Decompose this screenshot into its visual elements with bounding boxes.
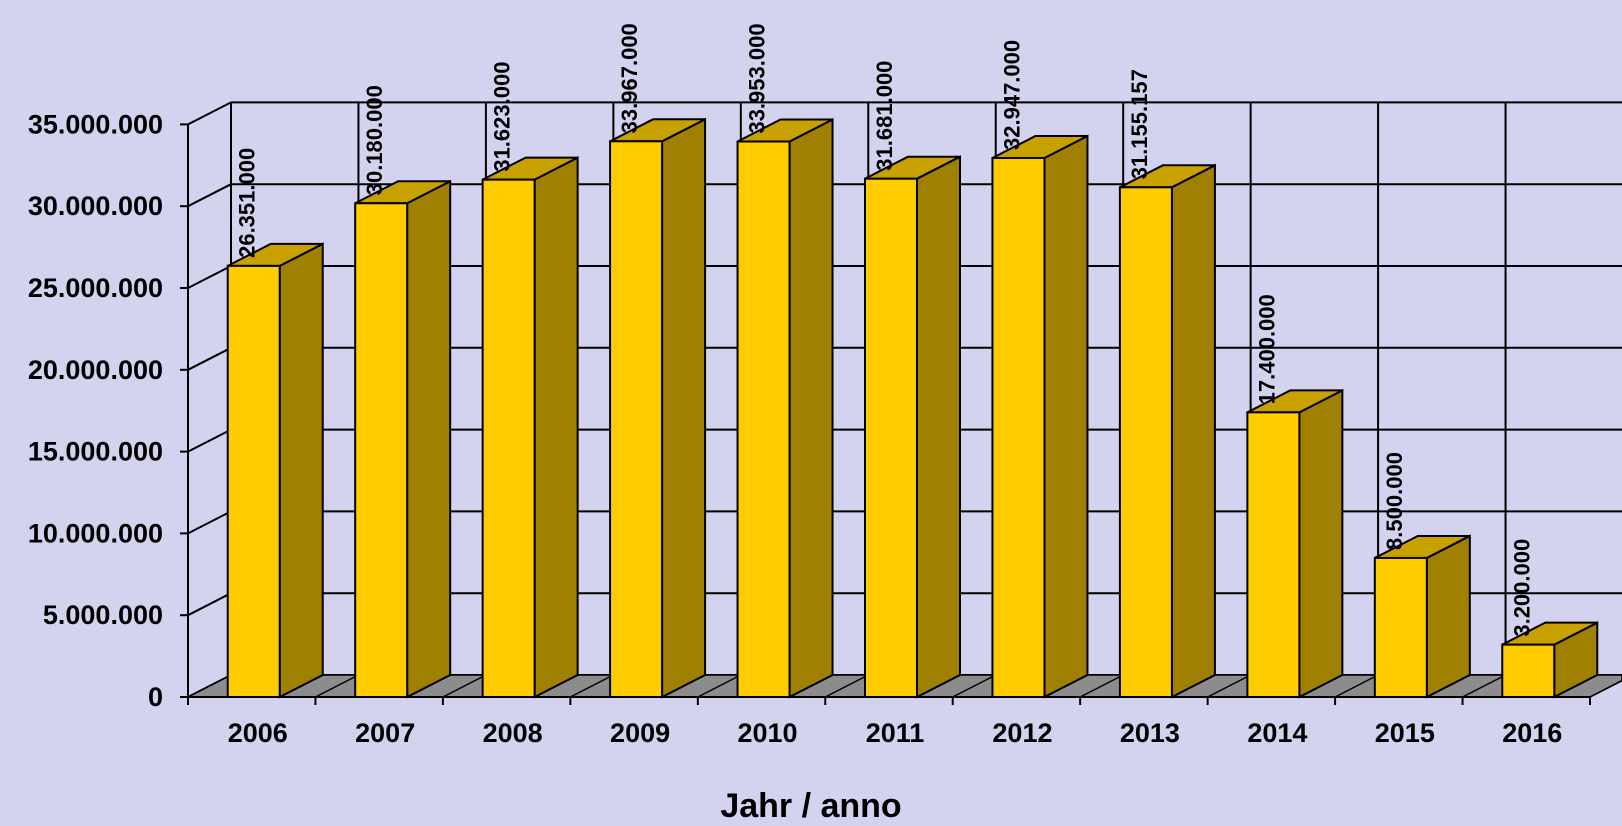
value-label: 30.180.000 [362,85,387,195]
floor-divider [952,674,997,698]
bar [864,155,961,699]
bar [1246,388,1344,699]
chart-bars [226,117,1599,699]
bar [609,117,707,699]
x-tick-label: 2011 [866,718,925,748]
bar-front [1118,186,1173,698]
bar-side [1425,534,1471,699]
bar [226,242,324,699]
gridline-side [187,428,232,453]
value-label: 26.351.000 [235,148,260,258]
x-tick-label: 2006 [228,718,288,748]
bar-front [864,177,918,698]
gridline-side [187,183,232,208]
bar-front [1501,643,1556,699]
x-tick-label: 2016 [1502,718,1562,748]
value-label: 31.155.157 [1127,69,1152,179]
x-tick-label: 2007 [355,718,415,748]
bar-side [533,156,579,699]
chart-axes: 2006 2007 2008 2009 2010 2011 2012 2013 2014 2015… [28,109,1591,748]
bar-side [1043,134,1089,699]
y-tick-label: 35.000.000 [28,109,163,139]
y-tick-label: 30.000.000 [28,191,163,221]
gridline-side [187,510,232,535]
value-label: 33.953.000 [745,23,770,133]
floor-divider [1207,674,1251,698]
value-label: 33.967.000 [617,23,642,133]
bar-side [788,117,834,699]
bar [354,179,452,699]
floor-divider [1589,679,1622,698]
value-label: 31.623.000 [490,62,515,172]
floor-divider [442,674,487,698]
bar-side [278,242,324,699]
x-tick-label: 2012 [992,718,1052,748]
y-tick-label: 0 [148,682,163,712]
y-tick-label: 25.000.000 [28,273,163,303]
bar-side [1298,388,1344,699]
bar-front [354,202,409,699]
value-label: 17.400.000 [1254,294,1279,404]
bar-front [1373,556,1428,698]
bar-side [406,179,452,699]
gridline-side [187,592,232,617]
y-tick-label: 10.000.000 [28,518,163,548]
bar [1373,534,1471,699]
bar [1501,621,1599,699]
bar-side [661,117,707,699]
bar [1118,163,1216,699]
bar-front [991,156,1046,699]
value-label: 31.681.000 [872,61,897,171]
floor-divider [1462,674,1506,698]
y-tick-label: 15.000.000 [28,437,163,467]
x-tick-label: 2014 [1247,718,1307,748]
bar-front [226,264,281,698]
bar [481,156,579,699]
gridline-side [187,265,232,289]
value-label: 3.200.000 [1509,539,1534,637]
bar-side [916,155,961,699]
bar [736,117,834,699]
floor-divider [824,674,869,698]
floor-divider [1334,674,1379,698]
y-tick-label: 20.000.000 [28,355,163,385]
value-label: 8.500.000 [1382,452,1407,550]
x-tick-label: 2008 [483,718,543,748]
bar [991,134,1089,699]
y-tick-label: 5.000.000 [43,600,163,630]
floor-divider [315,674,359,698]
bar-side [1170,163,1216,699]
value-label: 32.947.000 [999,40,1024,150]
x-tick-label: 2015 [1375,718,1435,748]
x-tick-label: 2010 [738,718,798,748]
gridline-side [187,101,232,126]
bar-front [736,140,791,698]
bar-front [609,140,664,699]
x-tick-label: 2009 [610,718,670,748]
bar-front [1246,411,1301,698]
floor-divider [697,674,742,698]
x-axis-title: Jahr / anno [720,787,902,825]
floor-divider [1079,674,1124,698]
gridline-side [187,346,232,371]
x-tick-label: 2013 [1120,718,1180,748]
floor-divider [187,674,232,698]
floor-divider [570,674,614,698]
bar-front [481,178,536,699]
value-labels: 26.351.000 30.180.000 31.623.000 33.967.000… [235,23,1535,636]
